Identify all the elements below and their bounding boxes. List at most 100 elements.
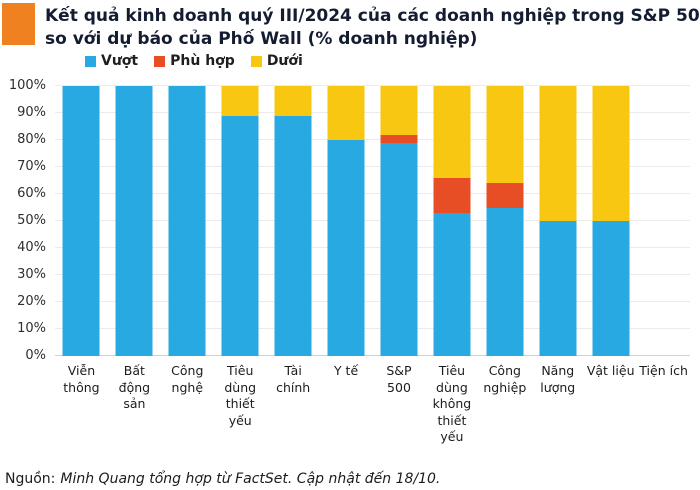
stacked-bar xyxy=(327,86,365,356)
gridline xyxy=(55,112,690,113)
bar-column xyxy=(478,86,531,356)
y-tick-label: 30% xyxy=(17,267,46,282)
stacked-bar xyxy=(645,86,682,356)
x-tick-cell: Tiêu dùng không thiết yếu xyxy=(425,363,478,446)
y-tick-label: 60% xyxy=(17,186,46,201)
stacked-bar xyxy=(62,86,100,356)
bar-column xyxy=(55,86,108,356)
bar-column xyxy=(108,86,161,356)
stacked-bar xyxy=(274,86,312,356)
source-text: Minh Quang tổng hợp từ FactSet. Cập nhật… xyxy=(60,471,441,487)
gridline xyxy=(55,301,690,302)
source-note: Nguồn: Minh Quang tổng hợp từ FactSet. Cậ… xyxy=(5,471,440,487)
bar-segment xyxy=(486,207,524,356)
bar-column xyxy=(637,86,690,356)
stacked-bar xyxy=(486,86,524,356)
y-axis: 0% 10% 20% 30% 40% 50% 60% 70% 80% 90% 100% xyxy=(0,79,48,363)
gridline xyxy=(55,247,690,248)
y-tick-label: 40% xyxy=(17,240,46,255)
bar-segment xyxy=(62,86,100,356)
bar-segment xyxy=(592,221,630,356)
x-tick-cell: Tiện ích xyxy=(637,363,690,446)
x-tick-label: Tiêu dùng không thiết yếu xyxy=(432,363,472,444)
x-tick-cell: Công nghệ xyxy=(161,363,214,446)
stacked-bar xyxy=(433,86,471,356)
x-tick-label: Bất động sản xyxy=(118,363,151,411)
x-tick-label: Viễn thông xyxy=(63,363,100,395)
x-tick-cell: Tài chính xyxy=(267,363,320,446)
accent-bar xyxy=(2,3,35,45)
gridline xyxy=(55,274,690,275)
x-tick-cell: Y tế xyxy=(320,363,373,446)
x-tick-label: Tiêu dùng thiết yếu xyxy=(224,363,257,428)
stacked-bar xyxy=(380,86,418,356)
stacked-bar xyxy=(539,86,577,356)
stacked-bar xyxy=(221,86,259,356)
x-tick-cell: Viễn thông xyxy=(55,363,108,446)
bar-column xyxy=(320,86,373,356)
x-tick-label: S&P 500 xyxy=(386,363,412,395)
x-tick-cell: Tiêu dùng thiết yếu xyxy=(214,363,267,446)
x-axis-line xyxy=(55,355,690,356)
bar-segment xyxy=(327,86,365,140)
bars-row xyxy=(55,86,690,356)
y-tick-label: 100% xyxy=(8,78,46,93)
bar-column xyxy=(584,86,637,356)
legend-swatch-icon xyxy=(154,55,166,67)
y-tick-label: 10% xyxy=(17,321,46,336)
bar-segment xyxy=(115,86,153,356)
legend-label: Dưới xyxy=(266,53,303,69)
x-tick-label: Năng lượng xyxy=(540,363,576,395)
bar-column xyxy=(161,86,214,356)
bar-column xyxy=(373,86,426,356)
bar-segment xyxy=(433,177,471,213)
x-tick-label: Công nghiệp xyxy=(483,363,527,395)
bar-segment xyxy=(274,86,312,116)
x-tick-cell: Năng lượng xyxy=(531,363,584,446)
chart-title: Kết quả kinh doanh quý III/2024 của các … xyxy=(45,5,700,51)
y-tick-label: 20% xyxy=(17,294,46,309)
bar-segment xyxy=(486,183,524,208)
bar-segment xyxy=(539,86,577,221)
bar-segment xyxy=(274,115,312,356)
bar-column xyxy=(531,86,584,356)
gridline xyxy=(55,220,690,221)
gridline xyxy=(55,328,690,329)
y-tick-label: 90% xyxy=(17,105,46,120)
chart-title-line-2: so với dự báo của Phố Wall (% doanh nghi… xyxy=(45,29,478,49)
gridline xyxy=(55,166,690,167)
bar-segment xyxy=(380,86,418,135)
x-tick-label: Vật liệu xyxy=(586,363,635,378)
x-axis: Viễn thông Bất động sản Công nghệ Tiêu dùng… xyxy=(55,363,690,446)
bar-segment xyxy=(327,140,365,356)
gridline xyxy=(55,193,690,194)
bar-segment xyxy=(592,86,630,221)
bar-segment xyxy=(168,86,206,356)
source-prefix: Nguồn: xyxy=(5,471,56,487)
x-tick-cell: S&P 500 xyxy=(373,363,426,446)
plot-area xyxy=(55,85,690,356)
legend-swatch-icon xyxy=(250,55,262,67)
x-tick-cell: Bất động sản xyxy=(108,363,161,446)
bar-segment xyxy=(221,86,259,116)
bar-segment xyxy=(433,86,471,178)
legend-item: Vượt xyxy=(85,53,138,69)
chart-title-line-1: Kết quả kinh doanh quý III/2024 của các … xyxy=(45,6,700,26)
x-tick-label: Y tế xyxy=(333,363,359,378)
gridline xyxy=(55,85,690,86)
x-tick-label: Tiện ích xyxy=(639,363,688,378)
x-tick-cell: Vật liệu xyxy=(584,363,637,446)
x-tick-label: Tài chính xyxy=(276,363,311,395)
y-tick-label: 50% xyxy=(17,213,46,228)
bar-segment xyxy=(380,142,418,356)
bar-column xyxy=(267,86,320,356)
bar-segment xyxy=(221,115,259,356)
bar-column xyxy=(214,86,267,356)
x-tick-cell: Công nghiệp xyxy=(478,363,531,446)
y-tick-label: 0% xyxy=(25,348,46,363)
bar-segment xyxy=(539,221,577,356)
legend-label: Vượt xyxy=(101,53,139,69)
bar-segment xyxy=(486,86,524,184)
legend-label: Phù hợp xyxy=(170,53,235,69)
bar-segment xyxy=(433,212,471,356)
